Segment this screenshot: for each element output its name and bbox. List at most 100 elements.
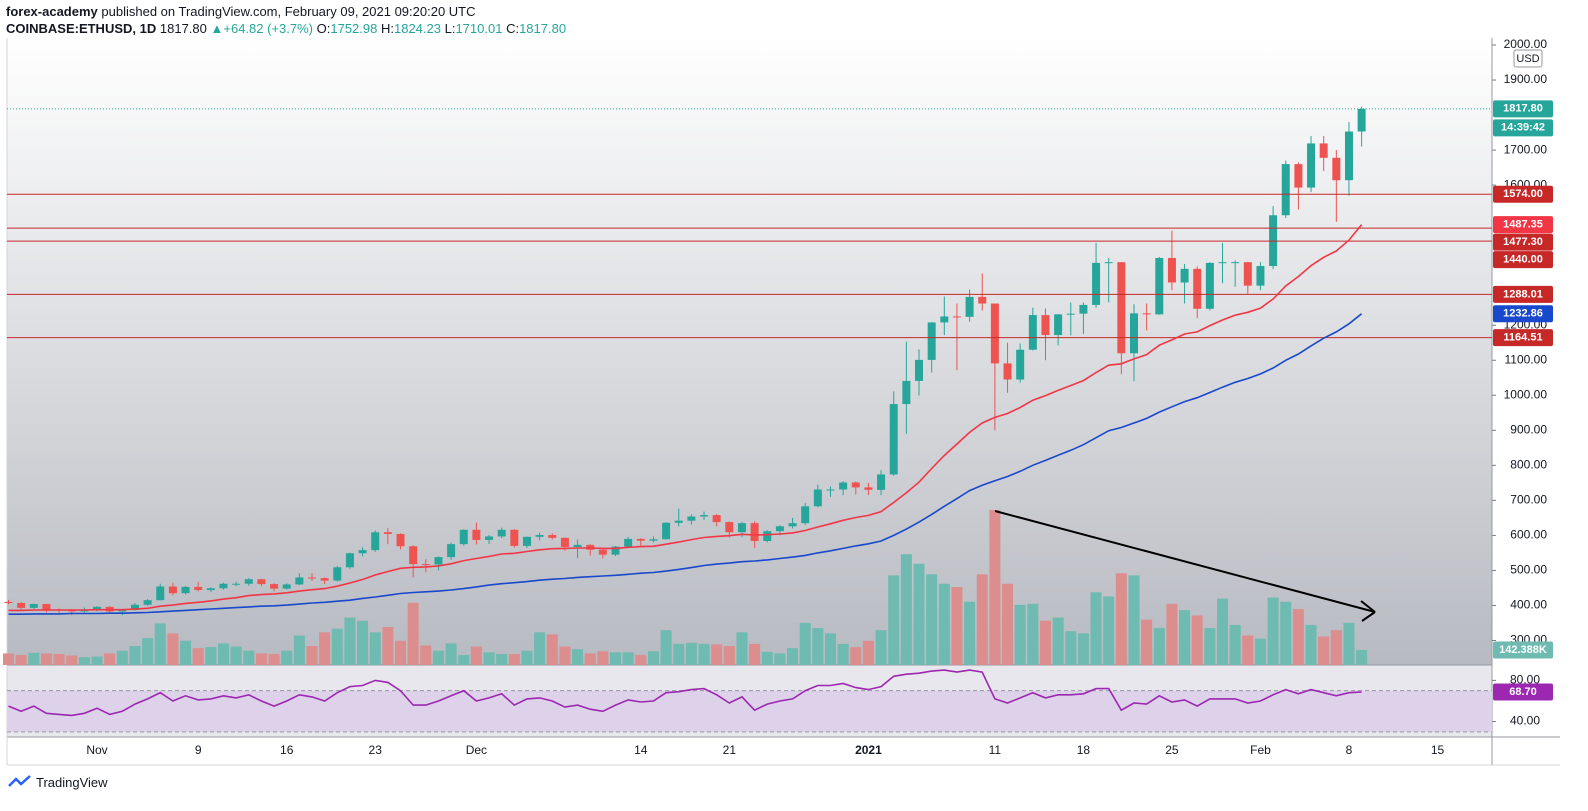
ohlc-value: 1752.98 [330,21,378,36]
volume-bar [875,630,887,665]
candle-body [965,296,974,317]
volume-bar [344,617,356,665]
volume-bar [1014,604,1026,665]
volume-bar [761,651,773,665]
candle-body [282,584,291,589]
x-tick-label: 23 [369,743,383,757]
candle-body [396,533,405,547]
volume-bar [711,644,723,665]
candle-body [662,522,671,540]
candle-body [118,610,127,612]
candle-body [510,529,519,546]
volume-bar [521,650,533,665]
candle-body [1332,157,1341,181]
volume-bar [951,586,963,665]
countdown-label: 14:39:42 [1501,122,1545,134]
candle-body [257,579,266,585]
y-tick-label: 1700.00 [1504,142,1548,156]
volume-bar [610,652,622,665]
volume-bar [787,648,799,665]
x-tick-label: Feb [1250,743,1271,757]
candle-body [952,316,961,318]
ohlc-label: H: [380,21,394,36]
volume-bar [1039,620,1051,665]
last-price-label: 1817.80 [1503,103,1543,115]
candle-body [1307,143,1316,188]
last: 1817.80 [159,21,207,36]
candle-body [409,546,418,565]
rsi-tick-label: 40.00 [1510,714,1540,728]
volume-bar [420,645,432,665]
volume-bar [154,623,166,665]
volume-bar [926,574,938,665]
volume-bar [572,649,584,665]
volume-bar [243,650,255,665]
candle-body [548,535,557,538]
volume-bar [255,653,267,665]
volume-bar [964,601,976,665]
volume-bar [534,632,546,665]
candle-body [864,487,873,490]
candle-body [1142,313,1151,315]
candle-body [80,610,89,612]
candle-body [1104,262,1113,264]
volume-bar [217,643,229,665]
volume-bar [584,653,596,665]
volume-bar [888,575,900,665]
volume-bar [976,574,988,665]
volume-bar [989,510,1001,665]
level-label: 1574.00 [1503,188,1543,200]
volume-bar [862,640,874,665]
volume-bar [1204,628,1216,665]
volume-bar [445,643,457,665]
candle-body [1256,266,1265,286]
candle-body [1003,363,1012,380]
volume-bar [1305,624,1317,665]
candle-body [1129,313,1138,354]
moving-average [8,313,1363,615]
level-label-box [1493,285,1553,303]
volume-bar [205,647,217,665]
volume-bar [1217,598,1229,665]
candle-body [877,474,886,490]
candle-body [143,600,152,605]
volume-bar [40,653,52,665]
candle-body [1193,268,1202,309]
candle-body [421,564,430,566]
y-tick-label: 1900.00 [1504,72,1548,86]
average-label-box [1493,305,1553,323]
currency-box [1513,49,1543,68]
level-label-box [1493,233,1553,251]
volume-bar [1065,631,1077,665]
level-label: 1440.00 [1503,253,1543,265]
candle-body [168,586,177,594]
candle-body [687,516,696,521]
candle-body [1357,108,1366,132]
volume-bar [673,643,685,665]
volume-bar [812,628,824,665]
y-tick-label: 2000.00 [1504,37,1548,51]
moving-average [8,224,1363,612]
ohlc-label: C: [506,21,520,36]
arrow-head [1360,600,1376,613]
volume-bar [799,622,811,665]
candle-body [1243,262,1252,286]
volume-label-box [1493,641,1553,659]
level-label: 1477.30 [1503,236,1543,248]
candle-body [624,538,633,547]
volume-bar [660,630,672,665]
y-tick-label: 1100.00 [1505,352,1548,366]
candle-body [29,604,38,608]
rsi-label-box [1493,683,1553,701]
trend-arrow [994,510,1376,622]
candle-body [1319,143,1328,158]
volume-bar [15,654,27,665]
header-line-2: COINBASE:ETHUSD, 1D 1817.80 ▲+64.82 (+3.… [6,21,566,36]
candle-body [763,531,772,542]
volume-bar [698,643,710,665]
candle-body [560,537,569,547]
candle-body [712,515,721,523]
candle-body [1092,262,1101,305]
footer[interactable]: TradingView [8,774,108,790]
brand: TradingView [36,774,108,790]
